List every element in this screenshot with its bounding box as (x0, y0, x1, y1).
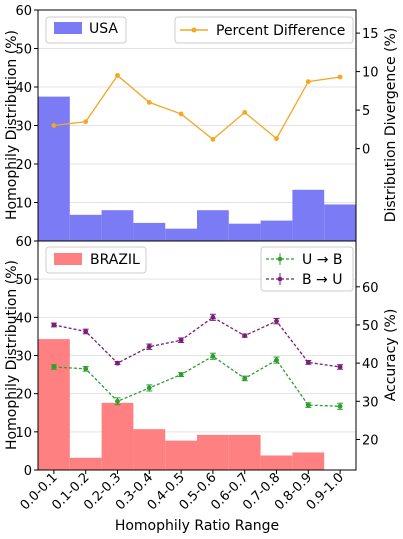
bottom-bar-0.4-0.5 (165, 440, 197, 470)
bottom-point-u-b (242, 376, 248, 381)
top-ytick-right-label: 15 (362, 27, 379, 42)
bottom-ytick-label: 50 (15, 273, 32, 288)
bottom-point-u-b (115, 398, 120, 404)
bottom-point-u-b (83, 366, 89, 372)
legend-swatch-usa (54, 22, 82, 34)
top-legend-left: USA (45, 16, 127, 44)
bottom-point-b-u (337, 364, 343, 370)
bottom-ytick-right-label: 40 (362, 357, 379, 372)
bottom-point-u-b (51, 364, 57, 370)
bottom-ytick-label: 20 (15, 388, 32, 403)
top-bar-0.6-0.7 (228, 223, 261, 241)
top-ytick-label: 40 (15, 81, 32, 96)
bottom-point-u-b (146, 385, 152, 391)
top-ylabel: Homophily Distribution (%) (4, 30, 20, 220)
top-ytick-right-label: 10 (362, 66, 379, 81)
top-panel: 10 20 30 40 50 60 0 5 10 15 (15, 4, 379, 242)
top-bar-0.4-0.5 (165, 228, 197, 241)
bottom-point-b-u (210, 314, 216, 320)
legend-swatch-brazil (54, 253, 82, 265)
bottom-point-b-u (274, 318, 279, 324)
top-point-percent-difference (178, 111, 184, 117)
top-point-percent-difference (337, 74, 343, 80)
legend-marker-b-to-u (277, 276, 283, 282)
top-point-percent-difference (146, 100, 152, 105)
bottom-ytick-right-label: 60 (362, 281, 379, 296)
bottom-ytick-label: 30 (15, 350, 32, 365)
bottom-point-u-b (305, 402, 311, 408)
top-point-percent-difference (210, 136, 216, 142)
bottom-legend-left: BRAZIL (45, 246, 147, 274)
bottom-line-b-u (53, 316, 341, 368)
top-point-percent-difference (242, 110, 248, 115)
bottom-point-b-u (242, 333, 248, 339)
legend-label-brazil: BRAZIL (90, 252, 140, 268)
top-point-percent-difference (115, 73, 120, 78)
top-bar-0.0-0.1 (38, 96, 70, 241)
top-ytick-label: 60 (15, 4, 32, 19)
bottom-point-u-b (274, 357, 279, 363)
legend-label-percent-difference: Percent Difference (216, 23, 345, 39)
bottom-legend-right: U → B B → U (260, 246, 354, 292)
top-point-percent-difference (83, 119, 89, 125)
bottom-ytick-label: 10 (15, 426, 32, 441)
top-bar-0.3-0.4 (133, 222, 166, 241)
top-legend-right: Percent Difference (174, 16, 354, 44)
bottom-point-u-b (210, 353, 216, 359)
bottom-bar-0.8-0.9 (292, 452, 325, 470)
legend-label-b-to-u: B → U (302, 272, 342, 288)
top-bar-0.8-0.9 (292, 189, 325, 241)
bottom-point-b-u (51, 322, 57, 328)
top-ytick-label: 50 (15, 43, 32, 58)
bottom-point-b-u (305, 359, 311, 365)
top-point-percent-difference (274, 136, 279, 141)
top-ylabel-right: Distribution Divergence (%) (383, 28, 399, 223)
legend-label-u-to-b: U → B (302, 252, 342, 268)
top-ytick-label: 30 (15, 120, 32, 135)
top-point-percent-difference (51, 123, 57, 128)
legend-marker-u-to-b (277, 256, 283, 262)
bottom-ylabel-right: Accuracy (%) (383, 309, 399, 402)
legend-marker-percent-difference (191, 27, 197, 33)
top-bar-0.2-0.3 (101, 210, 134, 241)
bottom-ytick-right-label: 50 (362, 319, 379, 334)
bottom-ytick-label: 40 (15, 311, 32, 326)
x-tick-labels: 0.0-0.10.1-0.20.2-0.30.3-0.40.4-0.50.5-0… (18, 470, 347, 513)
bottom-point-b-u (83, 329, 89, 334)
bottom-bar-0.2-0.3 (101, 402, 134, 470)
bottom-bar-0.3-0.4 (133, 429, 166, 470)
bottom-bar-0.7-0.8 (260, 455, 293, 470)
top-ytick-label: 10 (15, 197, 32, 212)
bottom-ytick-right-label: 30 (362, 395, 379, 410)
bottom-panel: 0 10 20 30 40 50 60 20 30 40 50 60 (15, 235, 378, 479)
bottom-line-u-b (53, 355, 341, 407)
bottom-ylabel: Homophily Distribution (%) (4, 260, 20, 450)
bottom-point-u-b (178, 372, 184, 377)
bottom-point-b-u (178, 337, 184, 343)
legend-label-usa: USA (89, 21, 118, 37)
top-ytick-right-label: 0 (362, 143, 370, 158)
top-bar-0.9-1.0 (324, 204, 356, 241)
bottom-point-u-b (337, 403, 343, 409)
top-bar-0.5-0.6 (197, 210, 229, 241)
bottom-ytick-label: 0 (24, 464, 32, 479)
bottom-point-b-u (115, 360, 120, 366)
bottom-ytick-right-label: 20 (362, 433, 379, 448)
bottom-point-b-u (146, 344, 152, 350)
top-point-percent-difference (305, 79, 311, 85)
top-bar-0.1-0.2 (69, 214, 102, 241)
bottom-ytick-label: 60 (15, 235, 32, 250)
top-ytick-right-label: 5 (362, 104, 370, 119)
top-ytick-label: 20 (15, 158, 32, 173)
bottom-bar-0.1-0.2 (69, 457, 102, 470)
top-line-percent-difference (53, 74, 341, 141)
bottom-bar-0.6-0.7 (228, 434, 261, 470)
x-axis-label: Homophily Ratio Range (115, 518, 279, 534)
top-bar-0.7-0.8 (260, 220, 293, 241)
bottom-bar-0.5-0.6 (197, 434, 229, 470)
bottom-bar-0.0-0.1 (38, 339, 70, 470)
